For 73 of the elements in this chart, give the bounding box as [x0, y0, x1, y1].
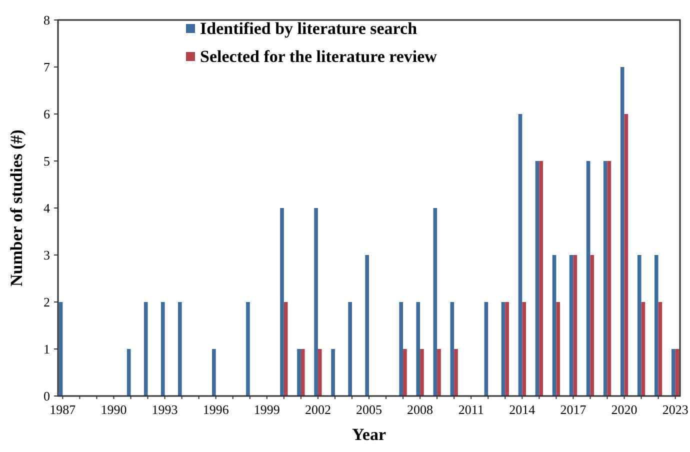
bar [590, 255, 594, 396]
bar [297, 349, 301, 396]
bar [433, 208, 438, 396]
bar [437, 349, 441, 396]
y-tick-label: 0 [44, 388, 50, 404]
x-tick-label: 1987 [50, 402, 76, 417]
bar [280, 208, 284, 396]
bar [331, 349, 335, 396]
bar [607, 161, 612, 396]
bar [403, 349, 407, 396]
x-tick-label: 1996 [202, 402, 230, 417]
bar [539, 161, 544, 396]
y-tick-label: 2 [44, 294, 50, 310]
bar [556, 302, 560, 396]
bar [246, 302, 250, 396]
bar [569, 255, 574, 396]
bar [637, 255, 642, 396]
bar [160, 302, 165, 396]
bar [126, 349, 131, 396]
x-tick-label: 2011 [458, 402, 484, 417]
bar [641, 302, 646, 396]
x-tick-label: 2005 [356, 402, 382, 417]
bar [654, 255, 658, 396]
y-tick-label: 7 [44, 60, 50, 75]
x-tick-label: 2023 [662, 402, 688, 417]
y-tick-label: 3 [44, 248, 50, 263]
bar [318, 349, 322, 396]
bar [675, 349, 680, 396]
bar [314, 208, 318, 396]
x-tick-label: 2017 [560, 402, 587, 417]
bar [484, 302, 488, 396]
bar [399, 302, 404, 396]
bar [212, 349, 216, 396]
bar [420, 349, 424, 396]
bar [454, 349, 458, 396]
bar [450, 302, 454, 396]
bar [58, 302, 63, 396]
bar [518, 114, 522, 396]
bar [624, 114, 628, 396]
bar [603, 161, 608, 396]
legend-label: Selected for the literature review [200, 47, 438, 66]
x-tick-label: 1999 [254, 402, 280, 417]
y-tick-label: 8 [44, 12, 50, 28]
y-tick-label: 6 [44, 106, 50, 122]
bar [658, 302, 662, 396]
bar [348, 302, 352, 396]
bar [365, 255, 369, 396]
bar [144, 302, 148, 396]
x-tick-label: 2008 [407, 402, 434, 417]
y-tick-label: 1 [44, 342, 50, 357]
bar [573, 255, 578, 396]
y-tick-label: 4 [44, 200, 50, 216]
y-tick-label: 5 [44, 154, 50, 169]
legend-label: Identified by literature search [200, 19, 418, 38]
bar [620, 67, 624, 396]
bar [586, 161, 590, 396]
bar [535, 161, 540, 396]
bar [501, 302, 506, 396]
bar [178, 302, 182, 396]
bar [300, 349, 305, 396]
bar [284, 302, 288, 396]
x-axis-title: Year [352, 425, 386, 444]
x-tick-label: 2002 [304, 402, 331, 417]
bar [522, 302, 526, 396]
x-tick-label: 1993 [152, 402, 178, 417]
x-tick-label: 2014 [509, 402, 536, 417]
bar [671, 349, 676, 396]
y-axis-title: Number of studies (#) [7, 130, 26, 286]
x-tick-label: 1990 [100, 402, 127, 417]
bar [505, 302, 509, 396]
bar [416, 302, 420, 396]
bar [552, 255, 556, 396]
x-tick-label: 2020 [611, 402, 638, 417]
